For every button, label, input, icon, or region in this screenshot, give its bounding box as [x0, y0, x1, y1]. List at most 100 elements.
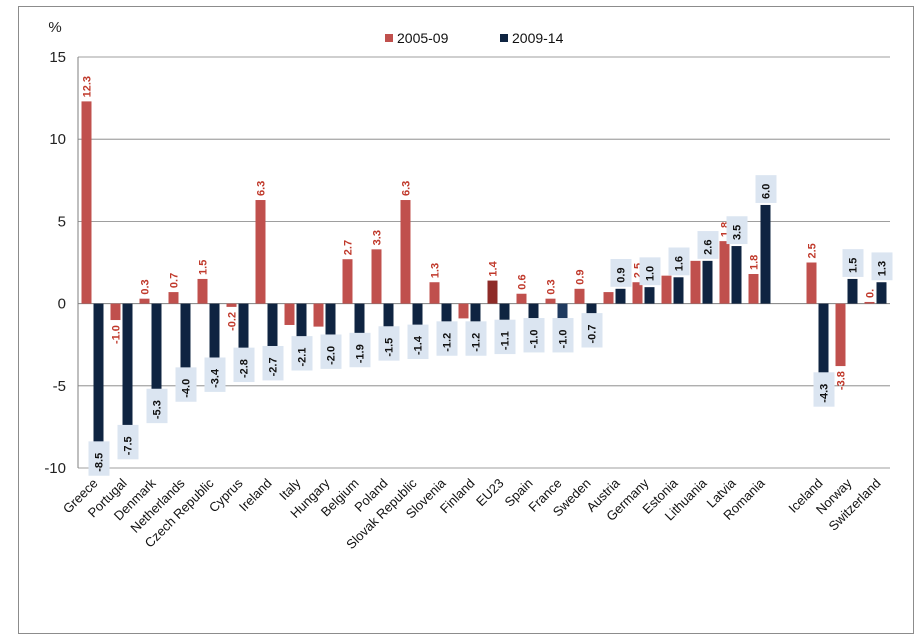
bar-2009-14 — [267, 303, 278, 348]
data-label-box — [349, 332, 371, 368]
data-label-2005-09: -0.2 — [227, 312, 239, 331]
bar-2005-09 — [603, 292, 614, 304]
bar-2005-09 — [516, 293, 527, 304]
chart-frame — [18, 6, 914, 634]
data-label-2009-14: -3.4 — [210, 368, 222, 388]
data-label-2009-14: 1.3 — [877, 261, 889, 276]
bar-2009-14 — [354, 303, 365, 335]
data-label-2009-14: -1.4 — [413, 335, 425, 355]
bar-2005-09 — [748, 274, 759, 304]
data-label-2009-14: -8.5 — [94, 453, 106, 472]
data-label-2005-09: 0.9 — [575, 270, 587, 285]
data-label-box — [88, 441, 110, 476]
data-label-2009-14: 6.0 — [761, 184, 773, 199]
bar-2009-14 — [528, 303, 539, 321]
data-label-box — [291, 336, 313, 371]
bar-2005-09 — [574, 288, 585, 304]
data-label-box — [726, 216, 748, 245]
data-label-2005-09: -3.8 — [836, 371, 848, 390]
bar-2009-14 — [847, 278, 858, 304]
legend-swatch-2 — [500, 34, 508, 42]
data-label-box — [668, 247, 690, 276]
bar-2009-14 — [673, 277, 684, 304]
data-label-box — [610, 259, 632, 287]
bar-2009-14 — [470, 303, 481, 324]
bar-2005-09 — [226, 303, 237, 307]
bar-2009-14 — [499, 303, 510, 322]
data-label-box — [146, 388, 168, 424]
data-label-2009-14: 1.6 — [674, 256, 686, 271]
bar-2005-09 — [110, 303, 121, 321]
data-label-2005-09: 0.3 — [140, 279, 152, 294]
bar-2005-09 — [458, 303, 469, 319]
bar-2009-14 — [93, 303, 104, 444]
data-label-box — [175, 367, 197, 402]
bar-2005-09 — [255, 200, 266, 304]
data-label-2009-14: -2.7 — [268, 357, 280, 376]
data-label-2005-09: 1.8 — [749, 255, 761, 270]
bar-2009-14 — [180, 303, 191, 370]
data-label-2009-14: 1.5 — [848, 258, 860, 273]
bar-2009-14 — [818, 303, 829, 375]
data-label-2005-09: 0.3 — [546, 279, 558, 294]
data-label-2009-14: -1.0 — [529, 329, 541, 348]
data-label-2005-09: 6.3 — [401, 181, 413, 196]
bar-2009-14 — [151, 303, 162, 391]
data-label-2009-14: -0.7 — [587, 325, 599, 344]
bar-2005-09 — [429, 282, 440, 304]
data-label-box — [233, 347, 255, 383]
data-label-2005-09: 2.7 — [343, 240, 355, 255]
y-tick-label: -5 — [53, 378, 66, 395]
bar-2005-09 — [690, 260, 701, 304]
y-unit-label: % — [48, 19, 61, 36]
bar-2005-09 — [197, 278, 208, 304]
bar-2009-14 — [325, 303, 336, 337]
bar-2009-14 — [876, 282, 887, 304]
bar-2005-09 — [661, 275, 672, 304]
bar-2005-09 — [168, 292, 179, 304]
data-label-2005-09: 0.7 — [169, 273, 181, 288]
data-label-2005-09: 12.3 — [82, 76, 94, 97]
bar-2009-14 — [441, 303, 452, 324]
data-label-2009-14: -1.5 — [384, 338, 396, 357]
y-tick-label: 15 — [49, 49, 66, 66]
legend-swatch-1 — [385, 34, 393, 42]
bar-2005-09 — [400, 200, 411, 304]
data-label-box — [842, 249, 864, 277]
data-label-2009-14: -1.1 — [500, 331, 512, 350]
data-label-box — [204, 357, 226, 392]
data-label-box — [755, 175, 777, 203]
bar-2009-14 — [557, 303, 568, 321]
data-label-box — [320, 334, 342, 369]
data-label-2009-14: -4.3 — [819, 384, 831, 403]
bar-2005-09 — [371, 249, 382, 304]
data-label-box — [117, 424, 139, 460]
data-label-box — [436, 321, 458, 356]
x-category-label: Ireland — [236, 476, 275, 515]
bar-2005-09 — [81, 101, 92, 304]
bar-2009-14 — [731, 246, 742, 304]
bar-2005-09 — [632, 282, 643, 304]
bar-2009-14 — [702, 260, 713, 304]
y-tick-label: -10 — [44, 460, 66, 477]
bar-2005-09 — [342, 259, 353, 304]
data-label-2009-14: -2.1 — [297, 348, 309, 367]
bar-2009-14 — [615, 288, 626, 304]
data-label-2005-09: 1.3 — [430, 263, 442, 278]
bar-2009-14 — [296, 303, 307, 339]
data-label-box — [378, 326, 400, 361]
data-label-box — [581, 313, 603, 348]
bar-2005-09 — [139, 298, 150, 304]
data-label-2009-14: 1.0 — [645, 266, 657, 281]
bar-2009-14 — [122, 303, 133, 427]
data-label-2005-09: 2.5 — [807, 243, 819, 258]
legend-label-2: 2009-14 — [512, 30, 564, 46]
bar-2005-09 — [313, 303, 324, 327]
data-label-2009-14: -1.2 — [471, 333, 483, 352]
data-label-2005-09: 1.5 — [198, 260, 210, 275]
data-label-box — [871, 252, 893, 281]
y-tick-label: 5 — [58, 213, 66, 230]
data-label-box — [813, 372, 835, 407]
data-label-2009-14: -5.3 — [152, 400, 164, 419]
